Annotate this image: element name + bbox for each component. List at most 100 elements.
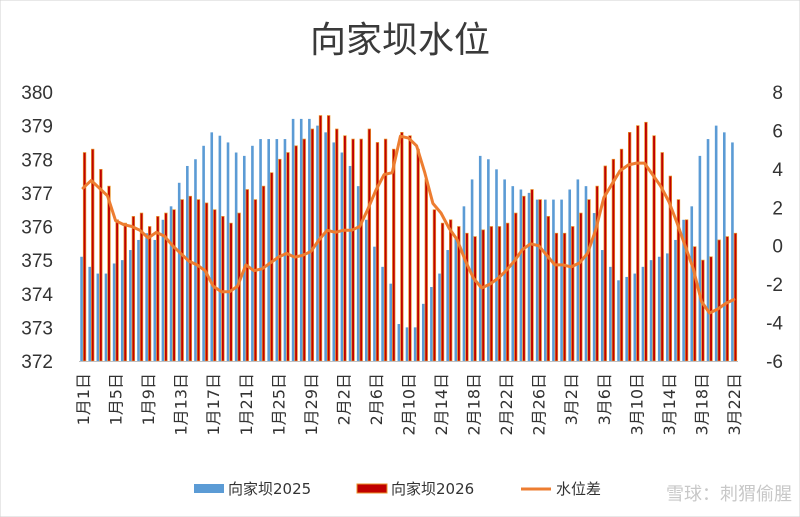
bar-2025	[112, 263, 116, 361]
bar-2025	[576, 179, 580, 361]
bar-2026	[546, 216, 550, 362]
bar-2025	[356, 186, 360, 361]
bar-2025	[120, 260, 124, 361]
bar-2026	[432, 209, 437, 362]
bar-2025	[649, 260, 653, 361]
x-tick-label: 2月18日	[465, 373, 484, 436]
series-2025-bars	[80, 118, 734, 362]
bar-2025	[600, 250, 604, 361]
chart-title: 向家坝水位	[310, 20, 490, 61]
bar-2026	[408, 135, 412, 362]
bar-2025	[454, 236, 458, 361]
bar-2026	[587, 199, 591, 362]
bar-2025	[698, 155, 702, 361]
bar-2026	[465, 232, 469, 362]
x-tick-label: 2月2日	[334, 373, 353, 425]
bar-2026	[375, 142, 380, 362]
bar-2026	[188, 195, 192, 362]
bar-2025	[324, 132, 327, 361]
x-tick-label: 1月1日	[74, 373, 93, 425]
legend-item-diff[interactable]: 水位差	[521, 480, 601, 498]
bar-2026	[514, 212, 518, 362]
bar-2026	[359, 138, 363, 362]
bar-2025	[153, 239, 157, 361]
y-left-tick-label: 375	[21, 251, 53, 272]
bar-2025	[397, 324, 401, 361]
bar-2026	[131, 216, 136, 362]
bar-2026	[644, 121, 648, 362]
bar-2026	[440, 222, 445, 362]
bar-2025	[234, 152, 238, 361]
bar-2026	[660, 152, 664, 362]
bar-2026	[562, 232, 567, 362]
bar-2026	[294, 145, 298, 362]
bar-2026	[424, 179, 428, 362]
y-left-tick-label: 374	[21, 285, 53, 306]
y-axis-left: 372 373 374 375 376 377 378 379 380	[21, 83, 53, 373]
bar-2026	[172, 209, 176, 362]
bar-2025	[666, 253, 669, 361]
bar-2025	[340, 152, 344, 361]
bar-2026	[253, 199, 258, 362]
bar-2025	[682, 219, 685, 361]
y-right-tick-label: 6	[772, 121, 783, 142]
bar-2025	[210, 132, 214, 361]
bar-2025	[381, 266, 384, 361]
bar-2025	[609, 266, 612, 361]
bar-2025	[722, 132, 726, 361]
bar-2025	[177, 182, 181, 361]
bar-2025	[145, 233, 148, 361]
bar-2026	[416, 148, 420, 362]
y-right-tick-label: 0	[772, 237, 783, 258]
bar-2026	[725, 236, 729, 362]
series-diff-line	[81, 134, 736, 315]
bar-2026	[343, 135, 347, 362]
bar-2026	[270, 172, 274, 362]
x-tick-label: 2月26日	[530, 373, 549, 436]
bar-2025	[186, 165, 189, 361]
bar-2025	[161, 219, 165, 361]
bar-2025	[365, 219, 368, 361]
bar-2026	[505, 222, 510, 362]
bar-2026	[99, 168, 103, 362]
bar-2026	[628, 132, 632, 362]
legend-item-2026[interactable]: 向家坝2026	[356, 480, 474, 498]
bar-2025	[592, 213, 596, 361]
x-tick-label: 3月18日	[692, 373, 711, 436]
bar-2026	[522, 195, 526, 362]
bar-2026	[180, 199, 184, 362]
bar-2026	[619, 148, 624, 362]
bar-2025	[308, 118, 311, 362]
bar-2026	[684, 219, 689, 362]
bar-2025	[674, 239, 677, 361]
legend-swatch-2026	[356, 483, 388, 494]
bar-2025	[348, 165, 352, 361]
bar-2026	[579, 212, 583, 362]
bar-2025	[389, 283, 393, 361]
diff-line	[81, 134, 736, 315]
x-axis: 1月1日 1月5日 1月9日 1月13日 1月17日 1月21日 1月25日 1月29日 2月2…	[74, 361, 744, 436]
bar-2025	[657, 256, 661, 361]
bar-2025	[259, 139, 262, 361]
bar-2026	[335, 128, 339, 362]
y-right-tick-label: -2	[766, 275, 783, 296]
bar-2025	[544, 199, 547, 361]
bar-2025	[641, 266, 645, 361]
x-tick-label: 2月14日	[432, 373, 451, 436]
bar-2025	[430, 287, 433, 361]
bar-2026	[473, 236, 477, 362]
x-tick-label: 2月22日	[497, 373, 516, 436]
bar-2026	[156, 216, 160, 362]
bar-2026	[652, 135, 656, 362]
bar-2025	[462, 206, 466, 361]
bar-2026	[245, 189, 249, 362]
x-tick-label: 3月22日	[725, 373, 744, 436]
bar-2026	[310, 128, 315, 362]
bar-2025	[137, 239, 140, 361]
bar-2025	[169, 206, 173, 361]
legend-item-2025[interactable]: 向家坝2025	[194, 480, 311, 498]
bar-2025	[421, 303, 425, 361]
bar-2025	[511, 186, 515, 361]
y-right-tick-label: -6	[766, 352, 783, 373]
legend-swatch-2025	[194, 484, 224, 493]
